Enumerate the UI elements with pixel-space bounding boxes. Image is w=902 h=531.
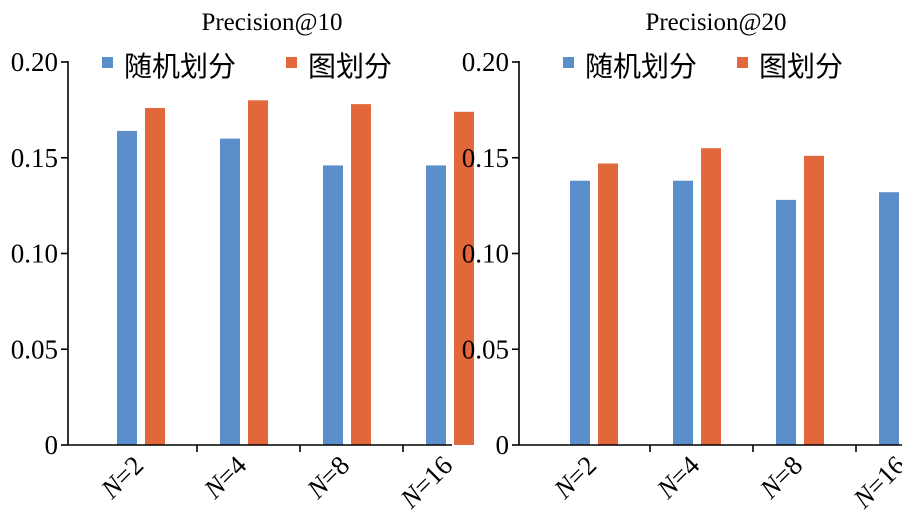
bar-orange-2 xyxy=(701,148,721,446)
x-tick-label: N=4 xyxy=(197,450,252,505)
legend-swatch-2 xyxy=(286,57,297,68)
bar-blue-4 xyxy=(879,192,899,445)
bar-blue-2 xyxy=(673,180,693,446)
chart-panel-1: Precision@10 随机划分 图划分 N=2 N=4 N=8 N=16 0 0.05 0.1… xyxy=(11,9,474,515)
y-tick-label: 0 xyxy=(45,430,59,460)
y-tick-label: 0.15 xyxy=(462,143,509,173)
bar-blue-1 xyxy=(570,180,590,446)
bar-blue-3 xyxy=(323,165,343,445)
bar-blue-3 xyxy=(776,199,796,445)
bar-orange-4 xyxy=(454,111,474,445)
bar-orange-3 xyxy=(351,104,371,445)
legend-label-1: 随机划分 xyxy=(585,50,697,83)
bar-blue-2 xyxy=(220,138,240,445)
bar-orange-1 xyxy=(598,163,618,445)
x-tick-label: N=2 xyxy=(94,450,149,505)
legend-swatch-1 xyxy=(563,57,574,68)
legend-label-1: 随机划分 xyxy=(124,50,236,83)
chart-panel-2: Precision@20 随机划分 图划分 N=2 N=4 N=8 N=16 0 0.05 0.1… xyxy=(462,9,902,515)
y-tick-label: 0 xyxy=(496,430,510,460)
y-tick-label: 0.10 xyxy=(11,239,58,269)
bar-blue-4 xyxy=(426,165,446,445)
legend-swatch-2 xyxy=(737,57,748,68)
y-tick-label: 0.10 xyxy=(462,239,509,269)
chart-title: Precision@10 xyxy=(201,9,342,36)
chart-title: Precision@20 xyxy=(645,9,786,36)
y-tick-label: 0.05 xyxy=(11,334,58,364)
x-tick-label: N=4 xyxy=(650,450,705,505)
x-tick-label: N=16 xyxy=(847,450,902,515)
x-tick-label: N=8 xyxy=(753,450,808,505)
y-tick-label: 0.20 xyxy=(462,47,509,77)
bar-orange-3 xyxy=(804,155,824,445)
bar-orange-2 xyxy=(248,100,268,446)
y-tick-label: 0.05 xyxy=(462,334,509,364)
x-tick-label: N=8 xyxy=(300,450,355,505)
bar-blue-1 xyxy=(117,130,137,445)
x-tick-label: N=16 xyxy=(394,450,459,515)
bar-orange-1 xyxy=(145,107,165,446)
x-tick-label: N=2 xyxy=(547,450,602,505)
legend-label-2: 图划分 xyxy=(308,50,392,83)
y-tick-label: 0.15 xyxy=(11,143,58,173)
y-tick-label: 0.20 xyxy=(11,47,58,77)
legend-label-2: 图划分 xyxy=(759,50,843,83)
legend-swatch-1 xyxy=(102,57,113,68)
